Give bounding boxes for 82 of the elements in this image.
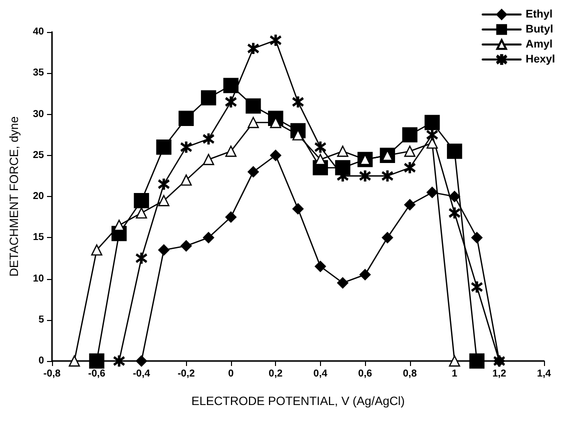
y-tick-label: 35 <box>32 68 44 79</box>
x-tick-label: 0,6 <box>358 368 372 380</box>
point <box>337 146 348 157</box>
point <box>180 142 192 153</box>
point <box>292 203 304 214</box>
point <box>404 146 416 157</box>
point <box>382 232 394 244</box>
point <box>404 199 416 210</box>
point <box>89 353 104 369</box>
point <box>136 252 148 264</box>
y-tick-label: 15 <box>32 232 44 244</box>
y-tick-label: 20 <box>32 191 44 202</box>
point <box>426 129 438 140</box>
y-tick-label: 10 <box>32 273 44 284</box>
legend-label: Amyl <box>526 38 553 50</box>
x-tick-label: 0,2 <box>268 368 284 380</box>
point <box>202 133 214 145</box>
point <box>471 232 483 244</box>
point <box>158 244 170 256</box>
point <box>223 78 239 94</box>
x-tick-label: -0,4 <box>132 368 151 380</box>
x-tick-label: 1 <box>452 368 458 380</box>
point <box>158 195 170 206</box>
point <box>248 166 259 178</box>
point <box>448 355 460 367</box>
point <box>314 260 326 272</box>
point <box>270 150 282 161</box>
point <box>270 34 282 46</box>
point <box>225 211 237 223</box>
point <box>200 90 216 106</box>
point <box>202 154 214 166</box>
point <box>178 110 194 126</box>
legend-label: Butyl <box>526 24 554 36</box>
x-tick-label: -0,8 <box>43 368 62 380</box>
point <box>134 193 150 208</box>
x-tick-label: 0 <box>228 368 234 380</box>
legend-label: Hexyl <box>526 54 556 66</box>
y-tick-label: 30 <box>32 108 44 120</box>
point <box>402 127 418 142</box>
y-tick-label: 40 <box>32 26 44 38</box>
point <box>424 114 440 130</box>
point <box>91 244 102 256</box>
legend-label: Ethyl <box>526 8 553 20</box>
point <box>136 207 148 219</box>
y-tick-label: 25 <box>32 150 44 161</box>
x-tick-label: -0,6 <box>88 368 106 380</box>
point <box>202 232 214 244</box>
point <box>156 140 172 155</box>
point <box>246 98 261 114</box>
point <box>314 142 326 153</box>
point <box>471 281 483 293</box>
point <box>136 355 148 367</box>
x-tick-label: -0,2 <box>178 368 196 380</box>
point <box>248 42 259 54</box>
point <box>337 277 348 288</box>
y-tick-label: 5 <box>38 314 44 326</box>
point <box>359 269 371 280</box>
x-axis-title: ELECTRODE POTENTIAL, V (Ag/AgCl) <box>191 394 405 408</box>
point <box>314 154 326 166</box>
x-tick-label: 0,8 <box>402 368 418 380</box>
point <box>158 178 170 190</box>
point <box>404 162 416 174</box>
x-tick-label: 1,4 <box>537 368 552 380</box>
point <box>359 170 371 182</box>
point <box>68 355 80 367</box>
point <box>426 186 438 198</box>
x-tick-label: 1,2 <box>492 368 507 380</box>
point <box>225 146 237 157</box>
point <box>113 355 125 367</box>
point <box>292 96 304 108</box>
y-axis-title: DETACHMENT FORCE, dyne <box>7 116 21 277</box>
point <box>225 96 237 108</box>
point <box>469 353 485 369</box>
point <box>180 174 192 186</box>
point <box>448 207 460 219</box>
y-tick-label: 0 <box>38 356 44 366</box>
point <box>382 170 394 182</box>
point <box>180 240 192 252</box>
point <box>448 190 460 202</box>
x-tick-label: 0,4 <box>313 368 328 380</box>
point <box>248 116 259 128</box>
point <box>446 144 462 159</box>
